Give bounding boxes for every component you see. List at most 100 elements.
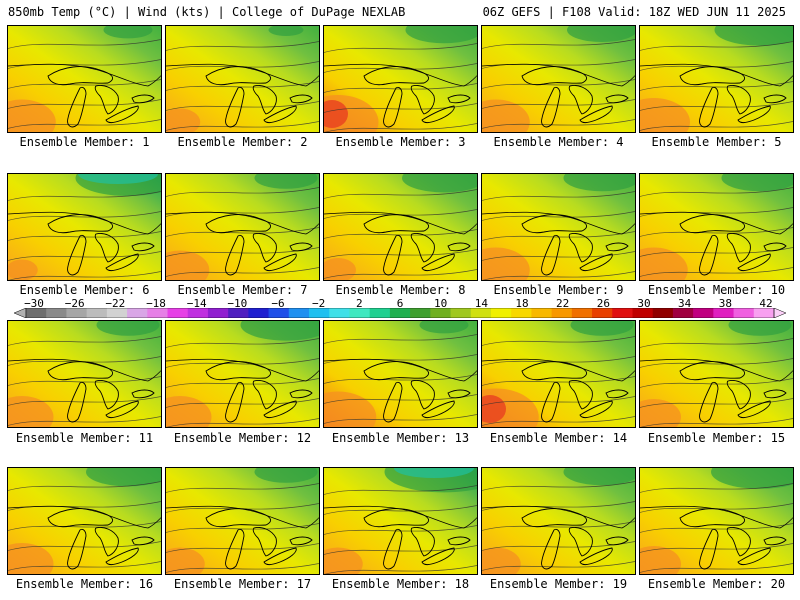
- ensemble-member-map: [323, 320, 478, 428]
- great-lake-outline: [579, 547, 613, 566]
- warm-core: [8, 259, 38, 280]
- height-contour: [8, 231, 161, 241]
- height-contour: [324, 83, 477, 93]
- colorbar-tick-label: −22: [105, 297, 126, 310]
- great-lake-outline: [699, 234, 719, 276]
- colorbar-tick-label: 30: [637, 297, 651, 310]
- great-lake-outline: [105, 400, 139, 419]
- colorbar-swatch: [592, 308, 613, 318]
- colorbar-swatch: [309, 308, 330, 318]
- colorbar-tick-label: −14: [186, 297, 207, 310]
- great-lake-outline: [579, 253, 613, 272]
- great-lake-outline: [605, 389, 629, 399]
- warm-core: [640, 247, 688, 280]
- great-lake-outline: [363, 508, 429, 528]
- colorbar-swatch: [490, 308, 512, 318]
- country-border: [324, 63, 477, 87]
- height-contour: [640, 338, 793, 348]
- ensemble-member-map: [639, 467, 794, 575]
- great-lake-outline: [679, 361, 745, 381]
- great-lake-outline: [94, 380, 119, 410]
- ensemble-member-map: [165, 320, 320, 428]
- height-contour: [166, 358, 319, 368]
- country-border: [640, 211, 793, 235]
- height-contour: [482, 211, 635, 221]
- colorbar-swatch: [329, 308, 350, 318]
- warm-core: [482, 247, 530, 280]
- height-contour: [166, 207, 319, 217]
- warm-core: [8, 99, 56, 132]
- ensemble-member-label: Ensemble Member: 8: [335, 283, 466, 297]
- height-contour: [640, 398, 793, 408]
- ensemble-member-label: Ensemble Member: 11: [15, 431, 154, 445]
- great-lake-outline: [447, 242, 471, 252]
- colorbar-swatch: [531, 308, 553, 318]
- height-contour: [482, 271, 635, 280]
- ensemble-member-label: Ensemble Member: 5: [651, 135, 782, 149]
- great-lake-outline: [205, 214, 271, 234]
- cool-band: [570, 321, 634, 336]
- warm-core: [166, 396, 212, 427]
- ensemble-member-label: Ensemble Member: 13: [331, 431, 470, 445]
- ensemble-member-map: [165, 467, 320, 575]
- cool-band: [402, 174, 477, 193]
- great-lake-outline: [383, 528, 403, 570]
- country-border: [640, 63, 793, 87]
- great-lake-outline: [131, 242, 155, 252]
- cool-band: [567, 26, 635, 42]
- colorbar-swatch: [672, 308, 694, 318]
- great-lake-outline: [568, 233, 593, 263]
- great-lake-outline: [225, 86, 245, 128]
- height-contour: [324, 103, 477, 113]
- height-contour: [324, 414, 477, 424]
- country-border: [324, 211, 477, 235]
- country-border: [8, 63, 161, 87]
- ensemble-member-label: Ensemble Member: 14: [489, 431, 628, 445]
- great-lake-outline: [252, 85, 277, 115]
- warm-core: [640, 546, 681, 574]
- height-contour: [8, 336, 161, 346]
- great-lake-outline: [726, 85, 751, 115]
- ensemble-member-map: [639, 173, 794, 281]
- great-lake-outline: [763, 94, 787, 104]
- colorbar-swatch: [753, 308, 775, 318]
- colorbar-tick-label: 14: [474, 297, 488, 310]
- great-lake-outline: [447, 536, 471, 546]
- great-lake-outline: [521, 361, 587, 381]
- great-lake-outline: [47, 508, 113, 528]
- colorbar-tick-label: −30: [24, 297, 44, 310]
- height-contour: [8, 271, 161, 280]
- country-border: [166, 505, 319, 529]
- great-lake-outline: [252, 380, 277, 410]
- country-border: [8, 505, 161, 529]
- colorbar-tick-label: −10: [227, 297, 248, 310]
- ensemble-member-label: Ensemble Member: 19: [489, 577, 628, 591]
- country-border: [166, 358, 319, 382]
- great-lake-outline: [726, 380, 751, 410]
- great-lake-outline: [105, 547, 139, 566]
- great-lake-outline: [205, 361, 271, 381]
- run-valid-time: 06Z GEFS | F108 Valid: 18Z WED JUN 11 20…: [482, 5, 786, 19]
- height-contour: [8, 481, 161, 491]
- great-lake-outline: [679, 508, 745, 528]
- warm-core: [640, 399, 681, 427]
- height-contour: [640, 267, 793, 277]
- ensemble-member-map: [481, 320, 636, 428]
- height-contour: [482, 561, 635, 571]
- great-lake-outline: [263, 105, 297, 124]
- cool-band: [96, 321, 160, 336]
- height-contour: [324, 229, 477, 239]
- height-contour: [640, 418, 793, 427]
- great-lake-outline: [521, 214, 587, 234]
- great-lake-outline: [67, 234, 87, 276]
- height-contour: [8, 376, 161, 386]
- height-contour: [482, 191, 635, 201]
- height-contour: [166, 523, 319, 533]
- height-contour: [640, 207, 793, 217]
- great-lake-outline: [94, 233, 119, 263]
- colorbar-tick-label: 26: [596, 297, 610, 310]
- colorbar-swatch: [147, 308, 169, 318]
- ensemble-member-map: [481, 467, 636, 575]
- height-contour: [166, 418, 319, 427]
- height-contour: [640, 41, 793, 51]
